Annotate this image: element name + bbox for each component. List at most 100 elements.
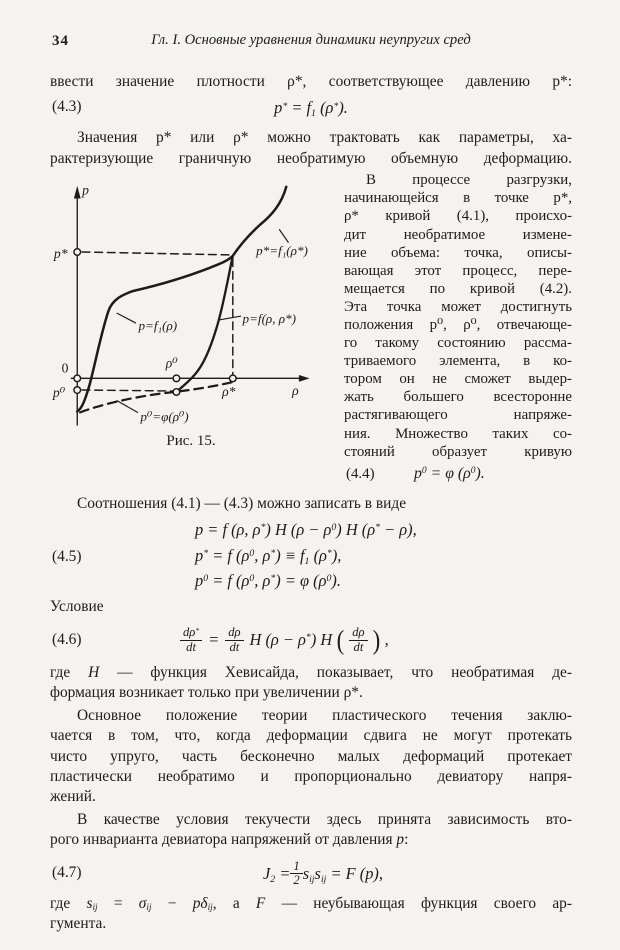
equation-body: p0 = φ (ρ0). (414, 464, 485, 482)
equation-body: p = f (ρ, ρ*) H (ρ − ρ0) H (ρ* − ρ), (195, 520, 417, 540)
tick-label-p-zero: p⁰ (52, 385, 66, 400)
equation-4-6: (4.6) dρ* dt = dρ dt H (ρ − ρ*) H ( dρ dt )… (50, 620, 572, 660)
equation-body: p* = f (ρ0, ρ*) ≡ f1 (ρ*), (195, 545, 342, 567)
curve-label-unloading: p=f(ρ, ρ*) (242, 311, 296, 326)
leader-line (278, 229, 289, 244)
text-line: где sij = σij − pδij, а F — неубывающая … (50, 894, 572, 913)
point-rho-zero-axis (172, 374, 181, 383)
text-line: где H — функция Хевисайда, показывает, ч… (50, 664, 572, 682)
point-rho-zero-p-zero (172, 388, 181, 397)
paragraph-heaviside: где H — функция Хевисайда, показывает, ч… (50, 663, 572, 704)
column-text-line: ρ* кривой (4.1), происхо- (344, 208, 572, 225)
text-line: рактеризующие граничную необратимую объе… (50, 149, 572, 167)
point-rho-star-axis (228, 374, 237, 383)
equation-body: p0 = f (ρ0, ρ*) = φ (ρ0). (195, 571, 341, 591)
loading-curve (75, 185, 288, 413)
paragraph-values: Значения p* или ρ* можно трактовать как … (50, 128, 572, 169)
leader-line (116, 312, 137, 324)
axis-label-p: p (81, 183, 89, 198)
text-line: жений. (50, 788, 96, 806)
x-axis-arrow (298, 375, 310, 382)
equation-label: (4.5) (52, 548, 82, 566)
equation-4-3: (4.3) p* = f1 (ρ*). (50, 96, 572, 123)
column-text-line: начинающейся в точке p*, (344, 190, 572, 207)
column-text-line: го такому состоянию рассма- (344, 335, 572, 352)
text-line: рого инварианта девиатора напряжений от … (50, 831, 409, 849)
column-text-line: жать большего всесторонне (344, 389, 572, 406)
p-zero-dashed-line (81, 389, 174, 392)
leader-line (217, 315, 242, 321)
column-text-line: Эта точка может достигнуть (344, 298, 572, 315)
text-line: пластически необратимо и пропорционально… (50, 768, 572, 786)
column-text-line: дит необратимое измене- (344, 226, 572, 243)
paragraph-plastic-flow: Основное положение теории пластического … (50, 706, 572, 808)
text-line: Основное положение теории пластического … (77, 706, 572, 724)
text-line: Соотношения (4.1) — (4.3) можно записать… (77, 494, 407, 512)
text-line: чисто упруго, часть бесконечно малых деф… (50, 747, 572, 765)
y-axis-arrow (73, 186, 81, 199)
text-line: формация возникает только при увеличении… (50, 684, 363, 702)
page-number: 34 (52, 33, 69, 49)
text-line: В качестве условия текучести здесь приня… (77, 810, 572, 828)
p-star-dashed-line (81, 251, 231, 256)
figure-and-text-section: p ρ 0 p* p⁰ ρ⁰ ρ* p=f₁(ρ) p=f(ρ, ρ*) p*=… (50, 171, 572, 489)
equation-4-4: (4.4) p0 = φ (ρ0). (344, 465, 572, 489)
curve-label-upper: p*=f₁(ρ*) (255, 243, 308, 258)
curve-label-loading: p=f₁(ρ) (138, 318, 178, 333)
column-text-line: ния. Множество таких со- (344, 425, 572, 442)
paragraph-yield-condition: В качестве условия текучести здесь приня… (50, 810, 572, 851)
fraction: dρ dt (225, 626, 244, 653)
column-text-line: положения p⁰, ρ⁰, отвечающе- (344, 316, 572, 333)
leader-line (116, 400, 139, 414)
column-text-line: тором он не сможет выдер- (344, 371, 572, 388)
equation-label: (4.7) (52, 863, 82, 881)
text-line: гумента. (50, 915, 107, 933)
column-text-line: растягивающего напряже- (344, 407, 572, 424)
chapter-running-title: Гл. I. Основные уравнения динамики неупр… (151, 32, 471, 48)
equation-label: (4.3) (52, 98, 82, 116)
equation-label: (4.4) (346, 465, 375, 482)
close-paren: ) (372, 624, 380, 655)
phi-curve-dashed (79, 381, 233, 414)
equation-lhs: J2 = (263, 863, 291, 885)
column-text-line: триваемого элемента, в ко- (344, 353, 572, 370)
tick-label-rho-zero: ρ⁰ (165, 356, 179, 371)
unloading-curve (176, 254, 234, 393)
point-p-zero (73, 386, 82, 395)
text-line: Значения p* или ρ* можно трактовать как … (77, 129, 572, 147)
column-text-line: вающая этот процесс, пере- (344, 262, 572, 279)
paragraph-final: где sij = σij − pδij, а F — неубывающая … (50, 894, 572, 935)
equation-label: (4.6) (52, 631, 82, 649)
comma: , (384, 630, 389, 650)
tick-label-rho-star: ρ* (221, 384, 236, 399)
text-line: ввести значение плотности ρ*, соответств… (50, 73, 572, 90)
origin-label: 0 (62, 361, 69, 376)
point-p-star (73, 248, 82, 257)
open-paren: ( (336, 624, 345, 655)
column-text-line: мещается по кривой (4.2). (344, 280, 572, 297)
column-text-line: стояний образует кривую (344, 443, 572, 460)
fraction: dρ dt (349, 626, 368, 653)
figure-caption: Рис. 15. (166, 433, 216, 450)
figure-15-plot: p ρ 0 p* p⁰ ρ⁰ ρ* p=f₁(ρ) p=f(ρ, ρ*) p*=… (52, 183, 310, 426)
figure-15: p ρ 0 p* p⁰ ρ⁰ ρ* p=f₁(ρ) p=f(ρ, ρ*) p*=… (50, 171, 332, 489)
wrapped-text-column: В процессе разгрузки, начинающейся в точ… (344, 171, 572, 489)
axis-label-rho: ρ (291, 383, 299, 398)
fraction: dρ* dt (180, 626, 203, 653)
equation-4-5: (4.5) p = f (ρ, ρ*) H (ρ − ρ0) H (ρ* − ρ… (50, 517, 572, 594)
equals-sign: = (208, 630, 220, 650)
text-line: Условие (50, 597, 104, 615)
page-header: 34 Гл. I. Основные уравнения динамики не… (50, 32, 572, 52)
tick-label-p-star: p* (53, 246, 68, 261)
equation-body: p* = f1 (ρ*). (274, 98, 348, 120)
column-text-line: ние объема: точка, описы- (344, 244, 572, 261)
point-origin (73, 374, 82, 383)
equation-middle: H (ρ − ρ*) H (249, 630, 333, 650)
equation-rhs: sijsij = F (p), (302, 863, 383, 885)
text-line: чается в том, что, когда деформации сдви… (50, 727, 572, 745)
curve-label-phi: p⁰=φ(ρ⁰) (139, 409, 188, 424)
column-text-line: В процессе разгрузки, (366, 172, 572, 189)
